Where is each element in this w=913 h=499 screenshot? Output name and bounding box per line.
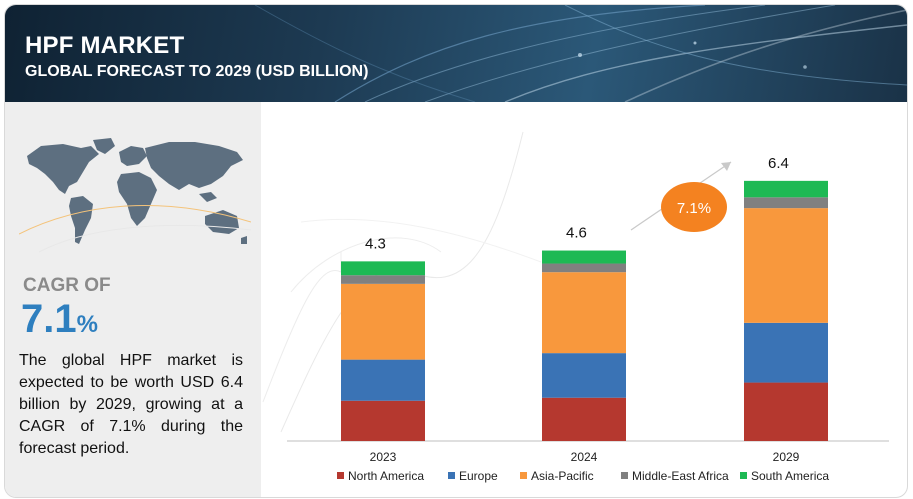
- x-tick-label: 2023: [370, 450, 397, 464]
- bar-segment: [341, 359, 425, 401]
- legend-label: Middle-East Africa: [632, 469, 729, 483]
- bar-segment: [341, 283, 425, 360]
- bar-segment: [542, 397, 626, 441]
- bar-segment: [341, 400, 425, 441]
- legend-swatch: [520, 472, 527, 479]
- bar-segment: [542, 263, 626, 273]
- cagr-value: 7.1%: [21, 297, 98, 347]
- bar-segment: [744, 208, 828, 323]
- bar-segment: [341, 261, 425, 276]
- world-map-icon: [19, 138, 251, 253]
- infographic-frame: HPF MARKET GLOBAL FORECAST TO 2029 (USD …: [4, 4, 908, 498]
- page-subtitle: GLOBAL FORECAST TO 2029 (USD BILLION): [25, 63, 369, 80]
- decorative-swirl: [300, 218, 542, 263]
- legend-swatch: [740, 472, 747, 479]
- bar-segment: [542, 353, 626, 398]
- bar-total-label: 4.6: [566, 225, 587, 242]
- cagr-label: CAGR OF: [23, 275, 111, 296]
- legend-swatch: [621, 472, 628, 479]
- cagr-badge: [661, 182, 727, 232]
- market-description: The global HPF market is expected to be …: [19, 352, 243, 457]
- banner-decoration: [254, 5, 907, 102]
- bar-segment: [542, 250, 626, 264]
- cagr-badge-label: 7.1%: [677, 200, 711, 217]
- bar-segment: [542, 272, 626, 354]
- x-tick-label: 2024: [571, 450, 598, 464]
- legend-label: Asia-Pacific: [531, 469, 594, 483]
- cagr-number: 7.1: [21, 297, 77, 341]
- x-tick-label: 2029: [773, 450, 800, 464]
- cagr-arrow-head: [721, 162, 731, 171]
- summary-panel: CAGR OF 7.1% The global HPF market is ex…: [5, 102, 261, 497]
- bar-segment: [744, 197, 828, 209]
- decorative-swirl: [290, 237, 442, 293]
- bar-total-label: 4.3: [365, 235, 386, 252]
- cagr-percent-sign: %: [76, 311, 98, 338]
- stacked-bar-chart: 4.3 2023 4.6 2024 6.4 2029 7.1% North America Eu…: [262, 131, 889, 483]
- bar-segment: [744, 382, 828, 441]
- bar-segment: [744, 322, 828, 383]
- chart-area: 4.3 2023 4.6 2024 6.4 2029 7.1% North America Eu…: [261, 102, 907, 497]
- header-banner: HPF MARKET GLOBAL FORECAST TO 2029 (USD …: [5, 5, 907, 102]
- bar-segment: [744, 180, 828, 198]
- legend-label: North America: [348, 469, 424, 483]
- page-title: HPF MARKET: [25, 32, 185, 59]
- legend-swatch: [337, 472, 344, 479]
- bar-total-label: 6.4: [768, 155, 789, 172]
- bar-segment: [341, 275, 425, 284]
- legend-label: Europe: [459, 469, 498, 483]
- legend-swatch: [448, 472, 455, 479]
- decorative-swirl: [262, 252, 342, 403]
- legend-label: South America: [751, 469, 829, 483]
